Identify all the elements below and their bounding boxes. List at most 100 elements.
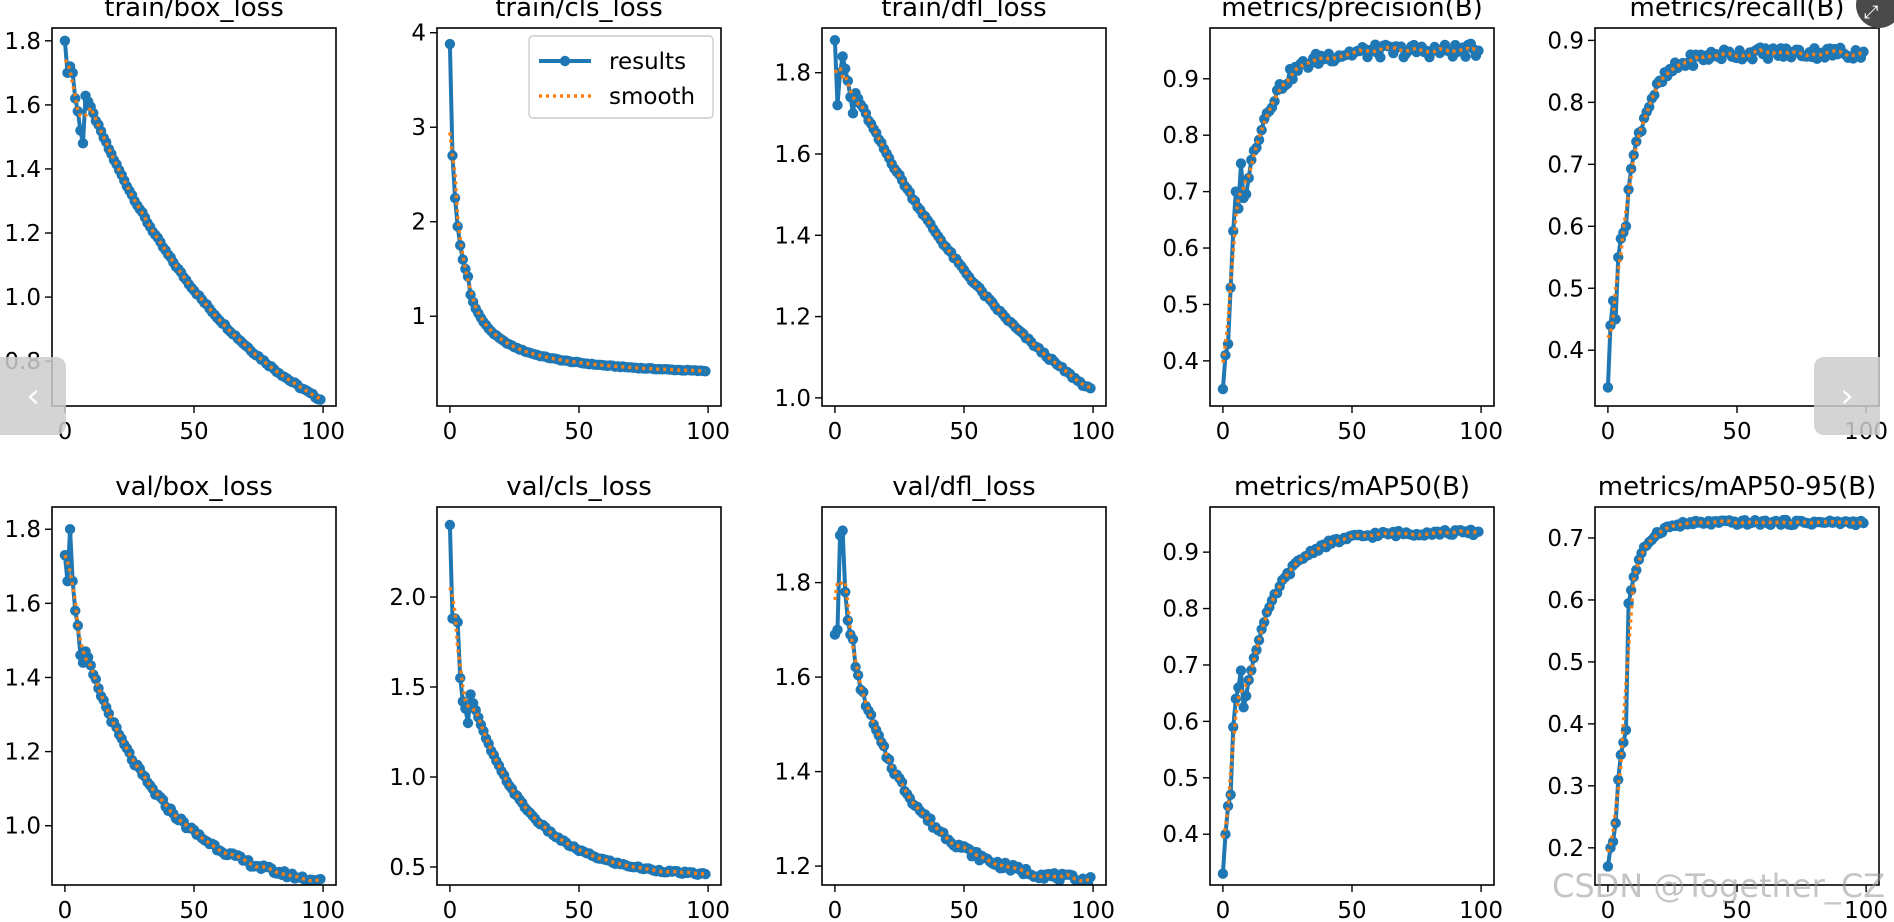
y-tick-label: 1.8 xyxy=(4,517,41,543)
x-tick-label: 100 xyxy=(1071,419,1115,445)
results-point xyxy=(837,525,848,536)
plot-area xyxy=(829,525,1096,885)
results-point xyxy=(90,674,102,685)
results-point xyxy=(1217,868,1229,879)
x-tick-label: 50 xyxy=(949,898,978,922)
legend-results-marker xyxy=(559,55,571,67)
results-point xyxy=(1649,89,1660,101)
chart-title: metrics/precision(B) xyxy=(1221,0,1482,23)
chart-title: metrics/mAP50(B) xyxy=(1234,472,1470,502)
y-tick-label: 2 xyxy=(411,210,426,236)
y-tick-label: 1.4 xyxy=(774,760,811,786)
axes-frame xyxy=(1594,27,1880,407)
results-point xyxy=(1620,221,1632,232)
chart-metrics-map50-95-b: metrics/mAP50-95(B) 0 50 100 0.2 0.3 0.4 0.5 0.6… xyxy=(1547,472,1888,922)
y-tick-label: 1.5 xyxy=(389,675,426,701)
x-tick-label: 0 xyxy=(1601,419,1616,445)
y-tick-label: 1.4 xyxy=(4,157,41,183)
y-tick-label: 0.8 xyxy=(1162,123,1199,149)
y-tick-label: 0.2 xyxy=(1547,836,1584,862)
prev-image-button[interactable]: ‹ xyxy=(0,357,66,435)
results-line xyxy=(1605,518,1865,867)
plot-area xyxy=(829,34,1096,394)
results-point xyxy=(1623,184,1634,195)
results-point xyxy=(67,67,78,79)
results-point xyxy=(1687,60,1699,72)
results-point xyxy=(1809,43,1820,54)
results-point xyxy=(840,63,851,74)
y-tick-label: 1.0 xyxy=(4,814,41,840)
x-tick-label: 0 xyxy=(1216,898,1231,922)
x-tick-label: 100 xyxy=(686,898,730,922)
results-line xyxy=(1220,41,1481,390)
plot-area xyxy=(1217,524,1484,879)
plot-area xyxy=(59,35,326,405)
results-point xyxy=(1473,45,1484,56)
results-point xyxy=(1238,702,1249,713)
y-tick-label: 1.6 xyxy=(4,591,41,617)
results-line xyxy=(832,40,1092,390)
results-point xyxy=(1225,282,1236,293)
axes-frame xyxy=(821,27,1107,407)
results-point xyxy=(832,100,843,111)
plot-area xyxy=(444,519,711,880)
results-line xyxy=(62,40,321,402)
results-point xyxy=(1235,665,1247,676)
y-tick-label: 1.6 xyxy=(4,93,41,119)
chart-metrics-precision-b: metrics/precision(B) 0 50 100 0.4 0.5 0.6 0.7 0.… xyxy=(1162,0,1503,445)
chart-val-dfl-loss: val/dfl_loss 0 50 100 1.2 1.4 1.6 1.8 xyxy=(774,472,1115,922)
x-tick-label: 0 xyxy=(1601,898,1616,922)
results-point xyxy=(847,108,859,119)
chart-title: val/box_loss xyxy=(115,472,273,502)
results-point xyxy=(1602,382,1614,393)
chart-metrics-recall-b: metrics/recall(B)0501000.40.50.60.70.80.… xyxy=(1547,0,1888,445)
y-tick-label: 1.4 xyxy=(774,223,811,249)
x-tick-label: 50 xyxy=(1722,419,1751,445)
results-point xyxy=(1628,149,1639,161)
results-point xyxy=(1246,665,1257,676)
axes-frame xyxy=(51,27,337,407)
plot-area xyxy=(444,38,711,377)
y-tick-label: 1.2 xyxy=(774,305,811,331)
smooth-line xyxy=(833,66,1091,389)
x-tick-label: 0 xyxy=(1216,419,1231,445)
results-point xyxy=(1246,154,1257,166)
next-image-button[interactable]: › xyxy=(1814,357,1880,435)
results-point xyxy=(64,524,76,535)
y-tick-label: 0.4 xyxy=(1162,822,1199,848)
y-tick-label: 0.6 xyxy=(1547,214,1584,240)
axes-frame xyxy=(436,506,722,886)
x-tick-label: 0 xyxy=(58,898,73,922)
x-tick-label: 50 xyxy=(179,419,208,445)
results-point xyxy=(1607,295,1619,306)
x-tick-label: 100 xyxy=(1071,898,1115,922)
results-point xyxy=(1222,800,1234,812)
y-tick-label: 0.4 xyxy=(1162,349,1199,375)
expand-icon: ⤢ xyxy=(1864,2,1879,23)
y-tick-label: 0.9 xyxy=(1162,540,1199,566)
results-point xyxy=(1625,163,1637,175)
y-tick-label: 0.4 xyxy=(1547,712,1584,738)
chart-title: metrics/mAP50-95(B) xyxy=(1598,472,1877,502)
results-point xyxy=(67,575,78,587)
x-tick-label: 50 xyxy=(1337,419,1366,445)
y-tick-label: 0.7 xyxy=(1547,526,1584,552)
x-tick-label: 0 xyxy=(443,419,458,445)
x-tick-label: 100 xyxy=(686,419,730,445)
smooth-line xyxy=(833,579,1091,884)
results-point xyxy=(829,34,841,46)
chart-metrics-map50-b: metrics/mAP50(B) 0 50 100 0.4 0.5 0.6 0.7 0.8 0.9 xyxy=(1162,472,1503,922)
legend: results smooth xyxy=(528,35,714,119)
legend-smooth-label: smooth xyxy=(609,84,695,110)
results-point xyxy=(1460,51,1471,62)
legend-results-label: results xyxy=(609,49,686,75)
plot-area xyxy=(1602,42,1869,393)
plot-area xyxy=(1602,514,1869,872)
results-line xyxy=(1220,527,1479,874)
results-line xyxy=(447,524,707,877)
y-tick-label: 0.5 xyxy=(1162,766,1199,792)
x-tick-label: 100 xyxy=(301,419,345,445)
chart-train-dfl-loss: train/dfl_loss 0 50 100 1.0 1.2 1.4 1.6 1.8 xyxy=(774,0,1115,445)
results-point xyxy=(700,868,711,880)
